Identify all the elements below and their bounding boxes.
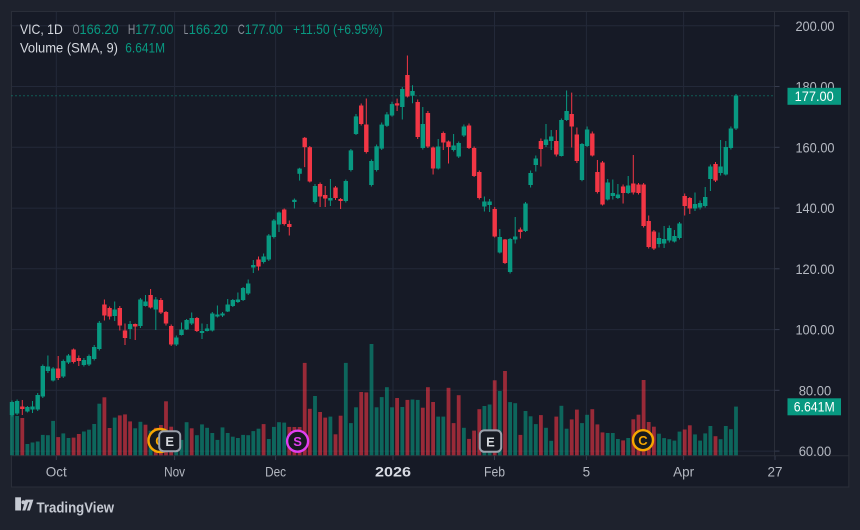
svg-text:C: C bbox=[638, 433, 648, 448]
svg-text:Apr: Apr bbox=[673, 464, 694, 480]
svg-text:2026: 2026 bbox=[375, 464, 411, 480]
svg-text:140.00: 140.00 bbox=[795, 200, 834, 216]
svg-text:100.00: 100.00 bbox=[795, 322, 834, 338]
svg-text:5: 5 bbox=[583, 464, 591, 480]
svg-text:177.00: 177.00 bbox=[245, 21, 283, 37]
svg-text:Nov: Nov bbox=[164, 464, 185, 480]
svg-text:L: L bbox=[184, 21, 189, 37]
svg-text:166.20: 166.20 bbox=[189, 21, 228, 37]
svg-text:200.00: 200.00 bbox=[795, 18, 834, 34]
svg-text:27: 27 bbox=[768, 464, 783, 480]
svg-text:TradingView: TradingView bbox=[37, 501, 115, 517]
svg-text:O: O bbox=[73, 21, 80, 37]
svg-text:6.641M: 6.641M bbox=[794, 399, 835, 415]
svg-text:80.00: 80.00 bbox=[799, 382, 832, 398]
svg-text:160.00: 160.00 bbox=[795, 139, 834, 155]
svg-text:Dec: Dec bbox=[265, 464, 286, 480]
svg-text:Feb: Feb bbox=[484, 464, 505, 480]
svg-text:Oct: Oct bbox=[46, 464, 67, 480]
svg-text:H: H bbox=[128, 21, 135, 37]
svg-text:60.00: 60.00 bbox=[799, 443, 832, 459]
svg-text:177.00: 177.00 bbox=[135, 21, 173, 37]
svg-text:C: C bbox=[238, 21, 245, 37]
svg-text:E: E bbox=[165, 434, 174, 449]
svg-text:E: E bbox=[486, 434, 495, 449]
svg-text:120.00: 120.00 bbox=[795, 261, 834, 277]
svg-text:166.20: 166.20 bbox=[80, 21, 119, 37]
svg-text:+11.50 (+6.95%): +11.50 (+6.95%) bbox=[293, 21, 383, 37]
svg-text:S: S bbox=[293, 434, 302, 449]
svg-text:VIC, 1D: VIC, 1D bbox=[20, 21, 63, 37]
svg-text:177.00: 177.00 bbox=[795, 88, 834, 104]
svg-text:Volume (SMA, 9): Volume (SMA, 9) bbox=[20, 40, 118, 56]
svg-text:6.641M: 6.641M bbox=[125, 40, 165, 56]
